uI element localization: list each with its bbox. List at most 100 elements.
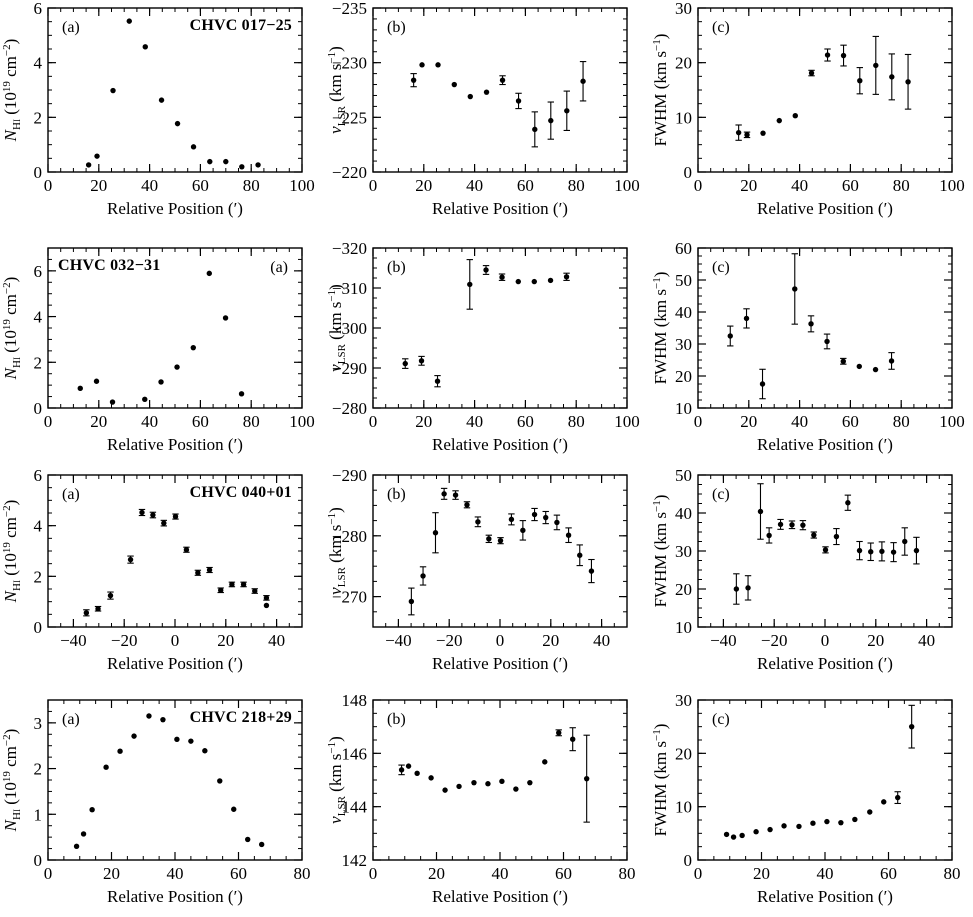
data-point: [867, 809, 873, 815]
data-point: [543, 514, 549, 521]
y-tick-label: 10: [675, 399, 692, 418]
data-series-r3c3: [733, 483, 920, 605]
x-axis-title: Relative Position (′): [757, 887, 893, 906]
x-tick-label: 80: [619, 864, 636, 883]
data-point: [405, 763, 412, 769]
x-tick-label: −40: [60, 631, 87, 650]
data-point: [564, 108, 570, 114]
y-tick-label: 60: [675, 240, 692, 258]
y-tick-label: 2: [34, 108, 43, 127]
plot-frame-r4c3: [697, 699, 953, 861]
data-point: [142, 396, 148, 403]
x-tick-label: 100: [614, 176, 640, 195]
data-point: [223, 158, 229, 165]
x-tick-label: 20: [217, 631, 234, 650]
x-tick-label: 20: [90, 176, 107, 195]
chart-panel-r2c3: 0 20 40 60 80 100 10 20 30 40 50 60 (c) FWHM (km s−1)…: [650, 240, 973, 465]
data-point: [435, 62, 441, 68]
data-point: [547, 277, 554, 284]
data-point: [895, 794, 901, 801]
data-point: [172, 513, 179, 520]
data-point: [174, 736, 180, 743]
data-point: [77, 385, 83, 392]
data-point: [824, 52, 831, 58]
panel-tag: (c): [712, 486, 730, 503]
y-tick-label: −235: [332, 0, 367, 18]
data-point: [588, 568, 595, 574]
y-tick-label: −230: [332, 54, 367, 73]
x-tick-label: −20: [436, 631, 463, 650]
x-tick-label: 60: [842, 176, 859, 195]
data-point: [188, 738, 194, 744]
x-tick-label: 60: [517, 176, 534, 195]
object-name-label: CHVC 017−25: [190, 17, 292, 34]
y-tick-label: 6: [34, 262, 43, 281]
x-axis-title: Relative Position (′): [432, 435, 568, 454]
data-point: [577, 552, 583, 558]
x-tick-label: 80: [568, 176, 585, 195]
y-tick-label: 0: [34, 851, 43, 870]
data-point: [542, 759, 548, 765]
data-point: [222, 315, 229, 321]
data-point: [833, 533, 840, 540]
data-point: [160, 716, 166, 723]
data-point: [881, 799, 887, 805]
major-ticks-r3c1: −40 −20 0 20 40 0 2 4 6: [34, 467, 302, 650]
data-series-r4c2: [398, 727, 590, 823]
y-tick-label: 0: [684, 163, 693, 182]
data-point: [158, 97, 165, 103]
y-tick-label: −220: [332, 163, 367, 182]
data-point: [240, 581, 247, 588]
major-ticks-r4c3: 0 20 40 60 80 0 10 20 30: [675, 692, 961, 883]
data-point: [733, 586, 740, 592]
data-point: [483, 89, 490, 95]
data-point: [85, 162, 92, 168]
x-tick-label: 60: [880, 864, 897, 883]
data-point: [231, 806, 237, 812]
y-tick-label: −270: [332, 588, 367, 607]
x-tick-label: −20: [111, 631, 138, 650]
x-tick-label: 40: [492, 864, 509, 883]
x-tick-label: 40: [817, 864, 834, 883]
y-tick-label: 4: [34, 54, 43, 73]
x-tick-label: 80: [243, 176, 260, 195]
data-point: [202, 748, 208, 754]
y-axis-title: NHI (1019 cm−2): [1, 729, 23, 833]
data-series-r2c3: [727, 253, 895, 400]
data-point: [531, 278, 537, 285]
data-point: [532, 126, 538, 133]
data-point: [570, 736, 576, 742]
data-point: [217, 778, 223, 784]
x-axis-title: Relative Position (′): [432, 887, 568, 906]
y-tick-label: 10: [675, 798, 692, 817]
data-point: [556, 730, 562, 736]
panel-tag: (b): [387, 19, 406, 36]
data-series-r3c1: [83, 508, 270, 617]
data-series-r4c1: [73, 713, 265, 849]
x-axis-title: Relative Position (′): [432, 199, 568, 218]
y-axis-title: NHI (1019 cm−2): [1, 500, 23, 604]
y-tick-label: 0: [34, 163, 43, 182]
data-point: [520, 527, 526, 534]
data-point: [879, 548, 885, 555]
y-axis-title: FWHM (km s−1): [651, 495, 670, 608]
data-point: [195, 570, 201, 576]
data-point: [563, 274, 570, 280]
y-tick-label: 20: [675, 54, 692, 73]
data-point: [580, 78, 586, 84]
data-series-r4c3: [723, 704, 915, 840]
data-point: [414, 770, 420, 777]
data-point: [888, 358, 895, 364]
plot-frame-r2c2: [372, 247, 628, 409]
data-point: [94, 153, 100, 159]
x-tick-label: 0: [171, 631, 180, 650]
y-tick-label: 2: [34, 353, 43, 372]
data-point: [499, 274, 505, 280]
major-ticks-r3c2: −40 −20 0 20 40 −290 −280 −270: [332, 467, 627, 650]
y-axis-title: NHI (1019 cm−2): [1, 277, 23, 381]
data-point: [80, 831, 87, 837]
data-point: [840, 52, 847, 59]
data-point: [419, 62, 425, 68]
panel-tag: (b): [387, 486, 406, 503]
